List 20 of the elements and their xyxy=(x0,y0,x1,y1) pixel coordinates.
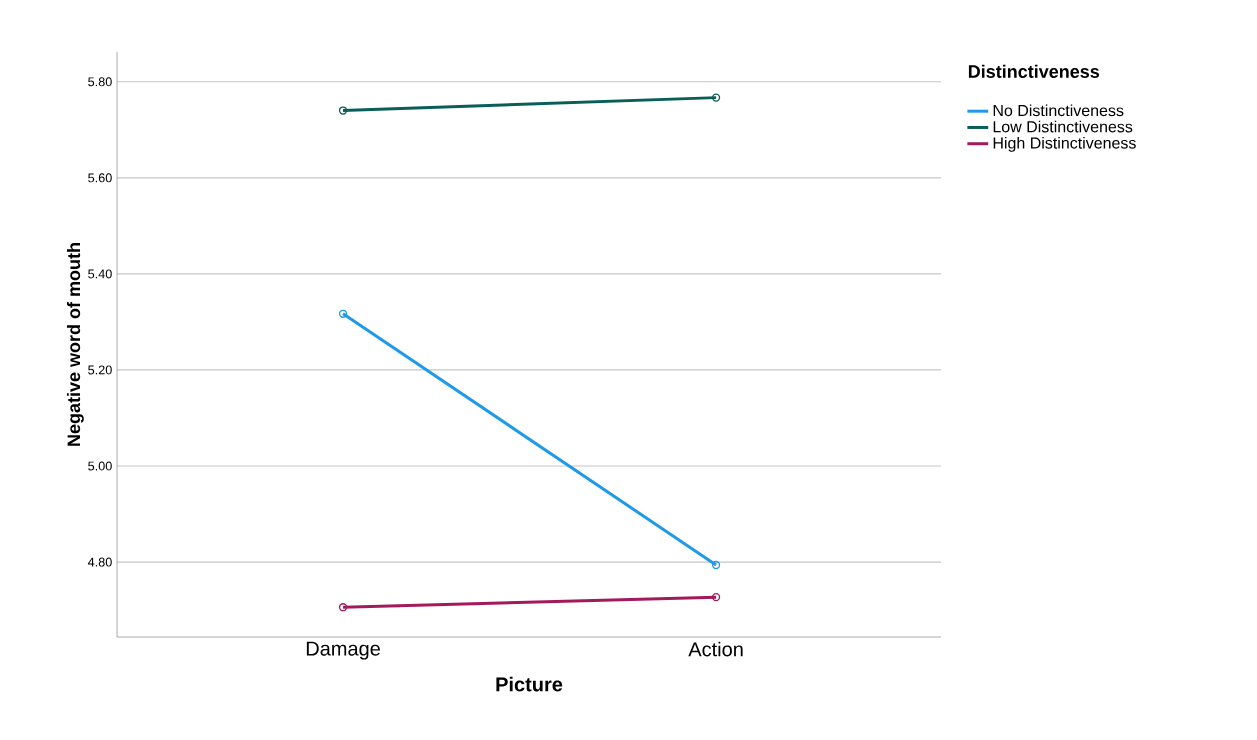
legend-label: Low Distinctiveness xyxy=(993,120,1133,133)
y-tick-label: 5.40 xyxy=(88,269,112,279)
y-axis-title: Negative word of mouth xyxy=(66,243,84,446)
point xyxy=(338,309,348,318)
x-tick-label: Damage xyxy=(306,641,380,660)
legend-label: No Distinctiveness xyxy=(993,104,1124,117)
legend-title: Distinctiveness xyxy=(968,64,1100,78)
y-tick-label: 5.80 xyxy=(88,77,112,87)
x-axis-title: Picture xyxy=(496,676,563,692)
point xyxy=(711,93,721,102)
point xyxy=(711,593,721,602)
y-tick-label: 4.80 xyxy=(87,557,112,567)
legend-label: High Distinctiveness xyxy=(993,136,1136,152)
x-tick-label: Action xyxy=(688,641,743,657)
point xyxy=(711,560,721,570)
y-tick-label: 5.00 xyxy=(88,461,112,471)
point xyxy=(338,106,348,115)
y-tick-label: 5.60 xyxy=(88,173,112,183)
point xyxy=(338,603,348,612)
y-tick-label: 5.20 xyxy=(88,365,112,375)
